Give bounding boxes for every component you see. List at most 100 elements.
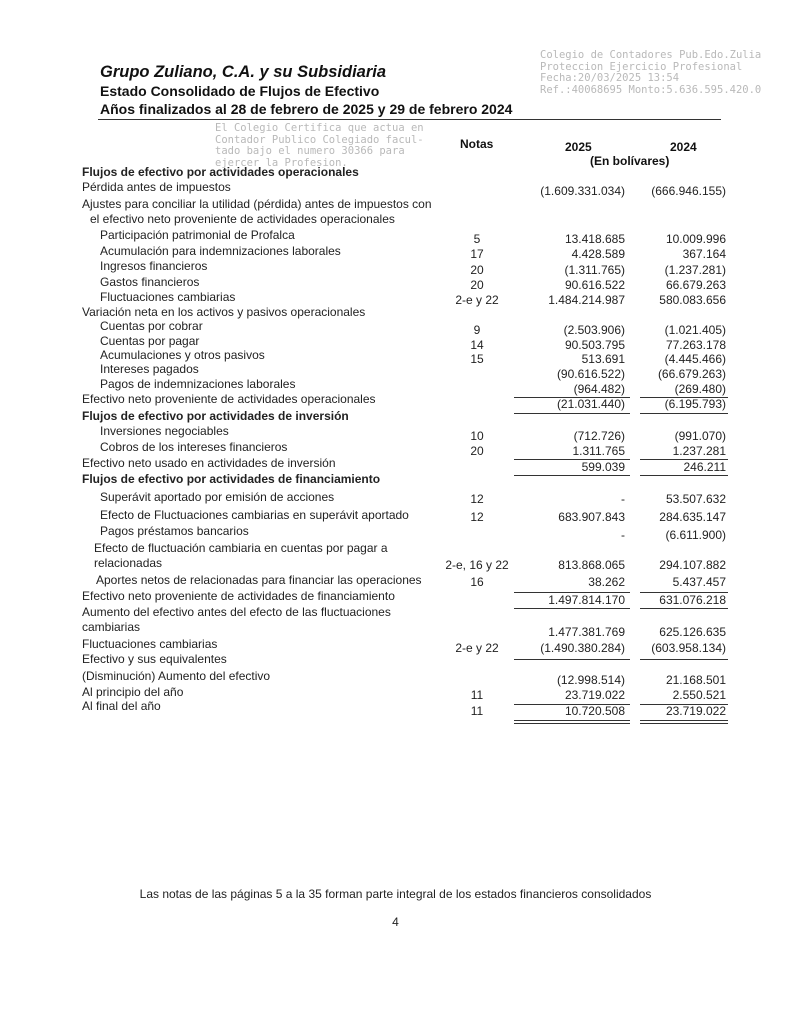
value-2025: (90.616.522) [556,367,625,381]
total-rule [640,723,728,724]
table-row: Fluctuaciones cambiarias 2-e y 22 1.484.21… [0,290,791,307]
table-row: Ajustes para conciliar la utilidad (pérd… [0,197,791,213]
table-row: Efectivo y sus equivalentes [0,652,791,668]
currency-header: (En bolívares) [590,154,670,168]
row-label: Aportes netos de relacionadas para finan… [96,573,422,587]
table-row: Al final del año 11 10.720.508 23.719.022 [0,699,791,718]
value-2024: 66.679.263 [665,278,726,292]
value-2024: (991.070) [674,429,726,443]
table-row: Aumento del efectivo antes del efecto de… [0,605,791,621]
row-label: Pagos de indemnizaciones laborales [100,377,296,391]
row-label: Efectivo y sus equivalentes [82,652,227,666]
value-2025: (12.998.514) [556,673,625,687]
total-rule [640,592,728,594]
table-row: cambiarias 1.477.381.769 625.126.635 [0,620,791,639]
total-rule [514,475,630,477]
year-2025-header: 2025 [565,140,592,154]
row-label: Superávit aportado por emisión de accion… [100,490,335,504]
table-row: Cuentas por pagar 14 90.503.795 77.263.178 [0,334,791,352]
table-row: Aportes netos de relacionadas para finan… [0,573,791,589]
note-ref: 16 [470,575,484,589]
value-2025: (712.726) [573,429,625,443]
value-2025: 813.868.065 [558,558,625,572]
table-row: Efectivo neto proveniente de actividades… [0,392,791,411]
value-2025: (21.031.440) [556,397,625,411]
value-2024: 246.211 [683,460,727,474]
table-row: Flujos de efectivo por actividades de in… [0,409,791,425]
value-2025: 1.311.765 [572,444,626,458]
total-rule [640,608,728,610]
note-ref: 9 [473,323,481,337]
note-ref: 14 [470,338,484,352]
row-label: el efectivo neto proveniente de activida… [90,212,395,226]
table-row: Pagos de indemnizaciones laborales (964.4… [0,377,791,396]
total-rule [514,459,630,461]
value-2024: (6.195.793) [664,397,726,411]
value-2025: 683.907.843 [558,510,625,524]
total-rule [514,592,630,594]
value-2024: (66.679.263) [657,367,726,381]
value-2024: (4.445.466) [664,352,726,366]
value-2024: 21.168.501 [665,673,726,687]
note-ref: 2-e, 16 y 22 [445,558,509,572]
value-2024: 53.507.632 [665,492,726,506]
table-row: Acumulación para indemnizaciones laboral… [0,244,791,261]
value-2025: (964.482) [573,382,625,396]
stamp-line: Contador Publico Colegiado facul- [215,133,424,146]
section-heading: Flujos de efectivo por actividades opera… [82,165,359,179]
statement-period: Años finalizados al 28 de febrero de 202… [100,101,513,117]
value-2025: 13.418.685 [564,232,625,246]
row-label: Cuentas por cobrar [100,319,203,333]
table-row: el efectivo neto proveniente de activida… [0,212,791,228]
value-2024: 294.107.882 [659,558,726,572]
row-label: Acumulaciones y otros pasivos [100,348,265,362]
section-heading: Flujos de efectivo por actividades de in… [82,409,349,423]
row-label: relacionadas [94,556,163,570]
row-label: Cuentas por pagar [100,334,200,348]
table-row: Gastos financieros 20 90.616.522 66.679.263 [0,275,791,292]
table-row: Pagos préstamos bancarios - (6.611.900) [0,524,791,542]
total-rule [640,475,728,477]
total-rule [640,459,728,461]
row-label: Inversiones negociables [100,424,229,438]
value-2024: 367.164 [682,247,726,261]
table-row: Efecto de fluctuación cambiaria en cuent… [0,541,791,557]
value-2025: (2.503.906) [563,323,625,337]
stamp-top: Colegio de Contadores Pub.Edo.Zulia Prot… [540,49,762,96]
row-label: Pagos préstamos bancarios [100,524,249,538]
note-ref: 17 [470,247,484,261]
row-label: Efectivo neto proveniente de actividades… [82,392,376,406]
stamp-line: ejercer la Profesion. [215,156,348,169]
value-2024: (666.946.155) [651,184,726,198]
table-row: Efectivo neto usado en actividades de in… [0,456,791,474]
table-row: Ingresos financieros 20 (1.311.765) (1.237.… [0,259,791,277]
stamp-line: Colegio de Contadores Pub.Edo.Zulia [540,49,762,61]
row-label: Aumento del efectivo antes del efecto de… [82,605,391,619]
table-row: Fluctuaciones cambiarias 2-e y 22 (1.490.3… [0,637,791,655]
row-label: Fluctuaciones cambiarias [100,290,236,304]
note-ref: 12 [470,510,484,524]
row-label: Fluctuaciones cambiarias [82,637,218,651]
row-label: Participación patrimonial de Profalca [100,228,295,242]
value-2025: (1.609.331.034) [540,184,625,198]
stamp-line: Ref.:40068695 Monto:5.636.595.420.0 [540,83,762,96]
value-2024: (1.237.281) [664,263,726,277]
value-2025: 23.719.022 [564,688,625,702]
notes-header: Notas [460,137,494,151]
row-label: Gastos financieros [100,275,200,289]
value-2025: 513.691 [581,352,625,366]
table-row: relacionadas 2-e, 16 y 22 813.868.065 294.1… [0,556,791,572]
footer-note: Las notas de las páginas 5 a la 35 forma… [139,887,652,901]
row-label: Efectivo neto proveniente de actividades… [82,589,395,603]
value-2025: 90.616.522 [564,278,625,292]
note-ref: 12 [470,492,484,506]
table-row: Pérdida antes de impuestos (1.609.331.034… [0,180,791,198]
row-label: Efectivo neto usado en actividades de in… [82,456,336,470]
value-2025: (1.490.380.284) [540,641,625,655]
total-rule [514,659,630,661]
total-rule [640,397,728,399]
row-label: Efecto de fluctuación cambiaria en cuent… [94,541,388,555]
note-ref: 11 [470,704,484,718]
note-ref: 5 [473,232,481,246]
row-label: Efecto de Fluctuaciones cambiarias en su… [100,508,409,522]
